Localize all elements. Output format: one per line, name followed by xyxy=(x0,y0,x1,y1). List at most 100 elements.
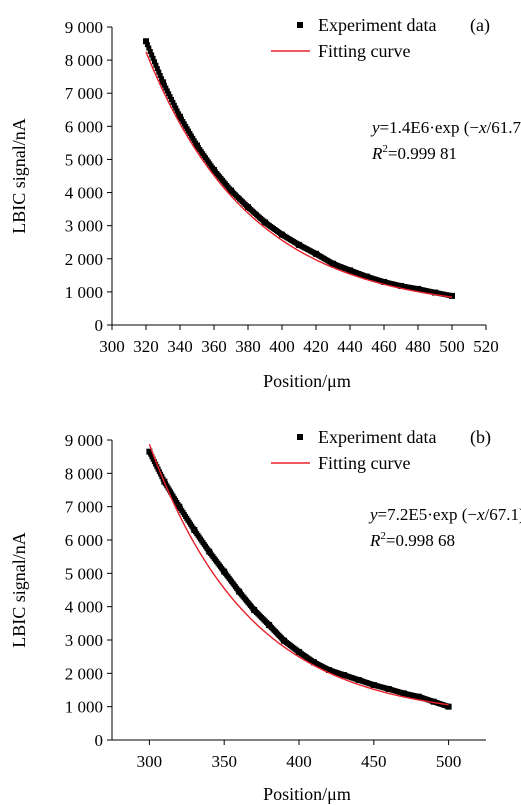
x-tick-label: 500 xyxy=(436,752,462,771)
y-axis-title: LBIC signal/nA xyxy=(9,118,29,234)
x-tick-label: 300 xyxy=(137,752,163,771)
data-point xyxy=(330,260,336,267)
x-tick-label: 440 xyxy=(337,337,363,356)
chart-panel-2: 0 1 000 2 000 3 000 4 000 5 000 6 000 7 000 8 00… xyxy=(9,427,521,804)
data-point-interp xyxy=(166,91,172,97)
x-tick-label: 350 xyxy=(211,752,237,771)
data-point xyxy=(176,503,183,510)
data-point-interp xyxy=(152,59,157,65)
data-point-interp xyxy=(171,102,177,108)
data-point xyxy=(449,292,455,299)
data-point xyxy=(279,231,285,238)
data-point-interp xyxy=(146,45,152,51)
y-tick-label: 7 000 xyxy=(65,498,103,517)
y-tick-label: 9 000 xyxy=(65,431,103,450)
y-tick-label: 3 000 xyxy=(65,631,103,650)
data-point xyxy=(432,289,438,296)
data-point-interp xyxy=(147,49,153,55)
y-tick-label: 1 000 xyxy=(65,698,103,717)
x-tick-label: 450 xyxy=(361,752,387,771)
data-point xyxy=(281,637,288,644)
data-point xyxy=(251,607,258,613)
legend: Experiment data (a) Fitting curve xyxy=(271,15,490,61)
data-point xyxy=(221,568,228,575)
chart-panel-1: 0 1 000 2 000 3 000 4 000 5 000 6 000 7 000 8 00… xyxy=(9,15,521,391)
x-axis-title: Position/μm xyxy=(263,784,351,804)
data-point xyxy=(296,649,302,655)
r-squared: R2=0.999 81 xyxy=(371,143,457,163)
y-tick-label: 6 000 xyxy=(65,117,103,136)
fitting-curve xyxy=(145,51,453,298)
data-point xyxy=(364,273,370,280)
x-tick-label: 520 xyxy=(473,337,499,356)
panel-label: (b) xyxy=(470,427,491,448)
legend-marker-experiment xyxy=(297,434,303,440)
y-tick-label: 4 000 xyxy=(65,184,103,203)
y-tick-label: 0 xyxy=(95,316,104,335)
data-point xyxy=(296,241,302,248)
x-tick-label: 500 xyxy=(439,337,465,356)
data-point xyxy=(370,682,377,688)
y-tick-label: 6 000 xyxy=(65,531,103,550)
data-point xyxy=(206,548,213,555)
y-tick-label: 5 000 xyxy=(65,150,103,169)
data-point-interp xyxy=(156,69,162,75)
data-point-interp xyxy=(153,62,159,68)
data-point-interp xyxy=(163,85,169,91)
data-point-interp xyxy=(159,76,165,82)
data-point-interp xyxy=(169,97,174,103)
data-point xyxy=(194,142,200,149)
data-point xyxy=(228,187,234,194)
x-tick-label: 480 xyxy=(405,337,431,356)
data-point xyxy=(340,672,347,678)
y-tick-label: 7 000 xyxy=(65,84,103,103)
data-point xyxy=(347,267,353,274)
data-point xyxy=(266,622,273,628)
y-tick-label: 2 000 xyxy=(65,250,103,269)
data-point xyxy=(160,79,166,86)
data-point xyxy=(430,698,437,705)
data-point-interp xyxy=(174,108,180,114)
x-axis-title: Position/μm xyxy=(263,371,351,391)
y-tick-label: 9 000 xyxy=(65,18,103,37)
legend-label-fitting: Fitting curve xyxy=(318,41,411,61)
data-point xyxy=(262,219,268,226)
x-tick-label: 400 xyxy=(269,337,295,356)
data-point-interp xyxy=(144,42,150,48)
x-tick-label: 380 xyxy=(235,337,261,356)
data-point xyxy=(143,38,149,45)
data-point xyxy=(355,677,362,683)
data-point xyxy=(310,659,317,666)
data-point-interp xyxy=(167,94,173,100)
y-tick-label: 8 000 xyxy=(65,51,103,70)
y-tick-label: 1 000 xyxy=(65,283,103,302)
legend-label-experiment: Experiment data xyxy=(318,15,436,35)
legend-label-fitting: Fitting curve xyxy=(318,453,411,473)
data-point xyxy=(236,588,243,595)
data-point-interp xyxy=(170,99,176,105)
data-point-interp xyxy=(149,52,155,58)
data-point xyxy=(211,167,217,174)
y-tick-label: 0 xyxy=(95,731,104,750)
experiment-data-trace xyxy=(146,449,450,709)
data-point xyxy=(245,204,251,211)
data-point-interp xyxy=(150,55,156,61)
data-point xyxy=(415,693,422,700)
y-tick-label: 5 000 xyxy=(65,564,103,583)
data-point xyxy=(313,250,319,257)
x-tick-label: 300 xyxy=(99,337,125,356)
r-squared: R2=0.998 68 xyxy=(369,530,455,550)
data-point xyxy=(191,527,198,533)
data-point xyxy=(385,686,392,692)
legend-label-experiment: Experiment data xyxy=(318,427,436,447)
data-point xyxy=(177,113,183,120)
panel-label: (a) xyxy=(470,15,490,36)
y-tick-label: 2 000 xyxy=(65,664,103,683)
x-tick-label: 420 xyxy=(303,337,329,356)
data-point xyxy=(381,278,387,285)
data-point xyxy=(398,282,404,289)
fit-equation: y=1.4E6·exp (−x/61.7)+419 xyxy=(370,118,521,137)
data-point xyxy=(415,285,421,292)
data-point xyxy=(400,690,407,697)
